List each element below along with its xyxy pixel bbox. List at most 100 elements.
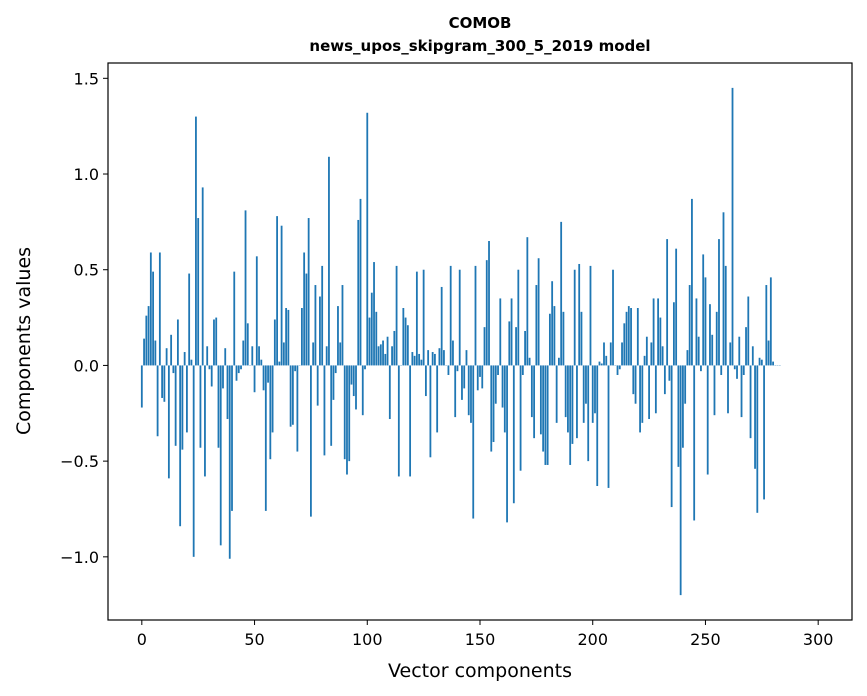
- y-ticks: −1.0 −0.5 0.0 0.5 1.0 1.5: [60, 69, 108, 567]
- bar: [240, 365, 242, 370]
- bar: [756, 365, 759, 513]
- bar: [508, 321, 511, 366]
- bar: [179, 365, 182, 527]
- bar: [700, 365, 702, 372]
- bar: [228, 365, 231, 559]
- bar: [404, 317, 407, 366]
- bar: [515, 327, 517, 366]
- bar: [337, 306, 339, 366]
- bar: [612, 269, 614, 366]
- bar: [210, 365, 213, 387]
- bar: [163, 365, 166, 402]
- bar: [269, 365, 272, 460]
- bar: [429, 365, 432, 458]
- bar: [267, 365, 269, 383]
- bar: [415, 271, 418, 366]
- bar: [140, 365, 143, 408]
- bar: [201, 187, 204, 366]
- bar: [242, 340, 245, 366]
- y-tick-label: 1.0: [74, 165, 99, 184]
- bar: [167, 365, 170, 479]
- bar: [206, 346, 209, 366]
- bar: [368, 317, 371, 366]
- bar: [704, 277, 707, 366]
- bar: [231, 365, 233, 511]
- x-tick-label: 250: [690, 630, 721, 649]
- bar: [316, 365, 319, 406]
- bar: [709, 304, 711, 366]
- bar: [499, 298, 502, 366]
- bar: [659, 317, 662, 366]
- x-tick-label: 200: [577, 630, 608, 649]
- bar: [341, 285, 344, 366]
- bar: [235, 365, 238, 381]
- bar: [224, 348, 227, 366]
- bar: [742, 365, 745, 375]
- bar: [688, 285, 691, 366]
- bar: [222, 365, 224, 389]
- bar: [375, 311, 378, 366]
- bar: [303, 252, 306, 366]
- bar: [758, 357, 761, 366]
- bar: [585, 365, 587, 404]
- bar: [379, 344, 382, 366]
- bar: [562, 311, 565, 366]
- bar: [492, 365, 495, 442]
- bar: [343, 365, 346, 460]
- bar: [639, 365, 641, 433]
- bar: [530, 365, 533, 418]
- bar: [711, 334, 714, 366]
- bar: [325, 346, 328, 366]
- bar: [630, 308, 632, 366]
- bar: [560, 221, 563, 366]
- bar: [370, 292, 373, 366]
- bar: [567, 365, 569, 433]
- bar: [521, 365, 524, 375]
- bar: [215, 317, 218, 366]
- bar: [591, 365, 594, 423]
- bar: [170, 334, 173, 366]
- bar: [740, 365, 743, 418]
- bar: [454, 365, 457, 418]
- bar: [434, 353, 436, 366]
- bar: [422, 269, 425, 366]
- bar: [255, 256, 258, 366]
- bar: [578, 263, 581, 366]
- bar: [204, 365, 206, 477]
- bar: [233, 271, 236, 366]
- bar: [319, 296, 321, 366]
- bar: [772, 361, 774, 366]
- bar: [564, 365, 567, 418]
- bar: [497, 365, 499, 375]
- bar: [663, 365, 666, 395]
- bar: [636, 308, 639, 366]
- bar: [767, 340, 770, 366]
- bar: [609, 342, 612, 366]
- bar: [691, 198, 693, 366]
- bar: [300, 308, 303, 366]
- bar: [251, 346, 254, 366]
- bar: [598, 361, 601, 366]
- x-tick-label: 150: [465, 630, 496, 649]
- bar: [447, 365, 450, 375]
- bar: [149, 252, 152, 366]
- bar: [339, 342, 342, 366]
- bar: [282, 342, 285, 366]
- bar: [571, 365, 574, 444]
- bar: [605, 355, 608, 366]
- bar: [623, 323, 626, 366]
- bar: [672, 302, 675, 366]
- bar: [736, 365, 738, 379]
- bar: [359, 198, 362, 366]
- bar: [706, 365, 709, 475]
- bar: [648, 365, 650, 420]
- bar: [285, 308, 288, 366]
- bar: [280, 225, 283, 366]
- bar: [377, 346, 380, 366]
- bar: [156, 365, 159, 437]
- bar: [587, 365, 590, 462]
- bar: [488, 241, 490, 366]
- bar: [253, 365, 256, 393]
- bar: [594, 365, 596, 414]
- bar: [765, 285, 768, 366]
